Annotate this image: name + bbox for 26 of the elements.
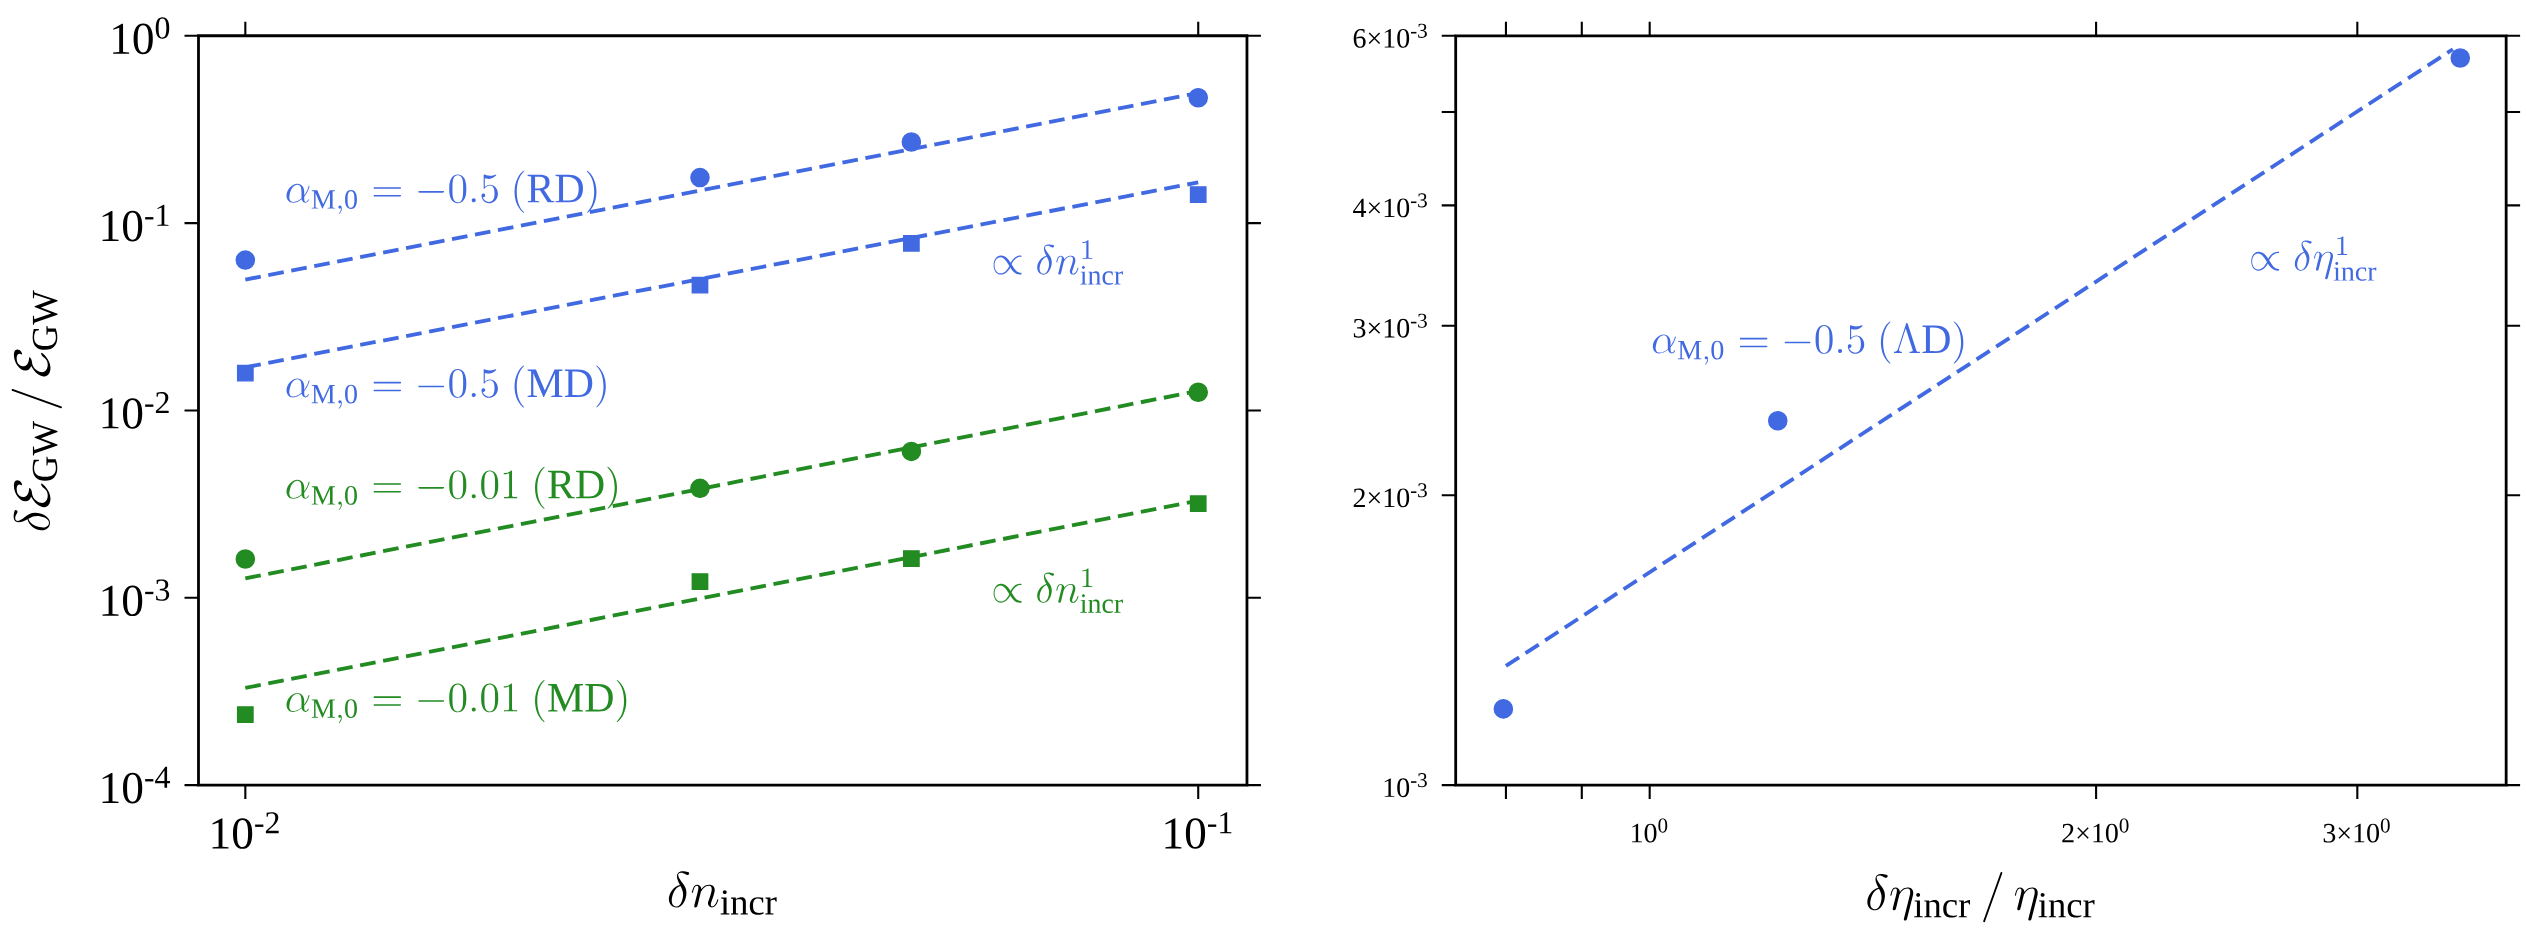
annotation: $\propto \delta n_{\rm incr}^{1}$ — [993, 240, 1123, 285]
x-tick-label: 10$^{-2}$ — [212, 812, 279, 849]
annotation: $\alpha_{\rm M,0} = -0.5\ (\Lambda{\rm D})$ — [1652, 321, 1964, 365]
x-tick-label: 10$^{-1}$ — [1165, 812, 1232, 849]
y-tick-label: 10$^{0}$ — [113, 17, 170, 55]
y-axis-title: $\delta\mathcal{E}_{\rm GW}\,/\,\mathcal{E}_{\rm GW}$ — [11, 290, 62, 531]
annotation: $\alpha_{\rm M,0} = -0.01\ ({\rm RD})$ — [286, 466, 617, 511]
x-axis-title: $\delta\eta_{\rm incr}\,/\,\eta_{\rm incr}$ — [1867, 872, 2095, 923]
y-tick-label: 3×10$^{-3}$ — [1353, 313, 1427, 338]
annotation: $\propto \delta n_{\rm incr}^{1}$ — [993, 568, 1123, 614]
y-tick-label: 10$^{-1}$ — [102, 204, 169, 242]
annotation: $\propto\delta\eta^{1}_{\rm incr}$ — [2251, 236, 2377, 281]
annotation: $\alpha_{\rm M,0} = -0.01\ ({\rm MD})$ — [286, 680, 627, 724]
x-tick-label: 3×10$^{0}$ — [2323, 818, 2390, 843]
y-tick-label: 2×10$^{-3}$ — [1353, 483, 1427, 508]
y-tick-label: 10$^{-4}$ — [102, 766, 170, 804]
annotation: $\alpha_{\rm M,0} = -0.5\ ({\rm RD})$ — [286, 170, 597, 215]
y-tick-label: 6×10$^{-3}$ — [1353, 23, 1427, 48]
x-tick-label: 10$^{0}$ — [1632, 818, 1668, 843]
annotation: $\alpha_{\rm M,0} = -0.5\ ({\rm MD})$ — [286, 365, 606, 409]
x-tick-label: 2×10$^{0}$ — [2062, 818, 2129, 843]
y-tick-label: 10$^{-2}$ — [102, 392, 169, 429]
y-tick-label: 10$^{-3}$ — [102, 579, 170, 617]
x-axis-title: $\delta n_{\rm incr}$ — [668, 871, 777, 915]
y-tick-label: 4×10$^{-3}$ — [1353, 193, 1427, 218]
y-tick-label: 10$^{-3}$ — [1384, 773, 1427, 798]
